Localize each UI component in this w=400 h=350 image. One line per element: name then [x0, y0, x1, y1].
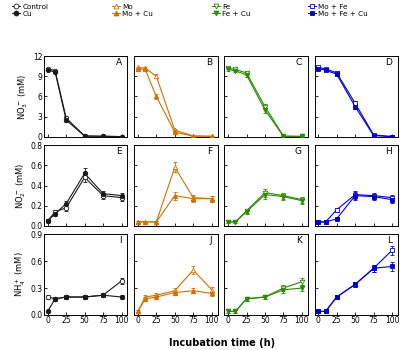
Text: B: B — [206, 58, 212, 68]
Text: H: H — [386, 147, 392, 156]
Text: D: D — [385, 58, 392, 68]
Y-axis label: NO$_3^-$ (mM): NO$_3^-$ (mM) — [17, 74, 30, 120]
Text: I: I — [119, 237, 122, 245]
Legend: Mo, Mo + Cu: Mo, Mo + Cu — [112, 4, 153, 17]
Text: G: G — [295, 147, 302, 156]
Text: Incubation time (h): Incubation time (h) — [169, 338, 275, 349]
Legend: Fe, Fe + Cu: Fe, Fe + Cu — [212, 4, 251, 17]
Y-axis label: NO$_2^-$ (mM): NO$_2^-$ (mM) — [14, 162, 28, 209]
Text: E: E — [116, 147, 122, 156]
Text: F: F — [207, 147, 212, 156]
Text: J: J — [209, 237, 212, 245]
Text: L: L — [387, 237, 392, 245]
Text: C: C — [296, 58, 302, 68]
Legend: Mo + Fe, Mo + Fe + Cu: Mo + Fe, Mo + Fe + Cu — [308, 4, 368, 17]
Text: K: K — [296, 237, 302, 245]
Legend: Control, Cu: Control, Cu — [12, 4, 48, 17]
Text: A: A — [116, 58, 122, 68]
Y-axis label: NH$_4^+$ (mM): NH$_4^+$ (mM) — [14, 252, 28, 298]
